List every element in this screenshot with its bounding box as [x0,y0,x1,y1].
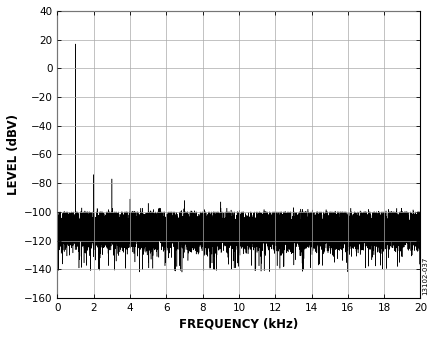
Text: 13102-037: 13102-037 [421,257,427,295]
X-axis label: FREQUENCY (kHz): FREQUENCY (kHz) [179,317,298,330]
Y-axis label: LEVEL (dBV): LEVEL (dBV) [7,114,20,195]
